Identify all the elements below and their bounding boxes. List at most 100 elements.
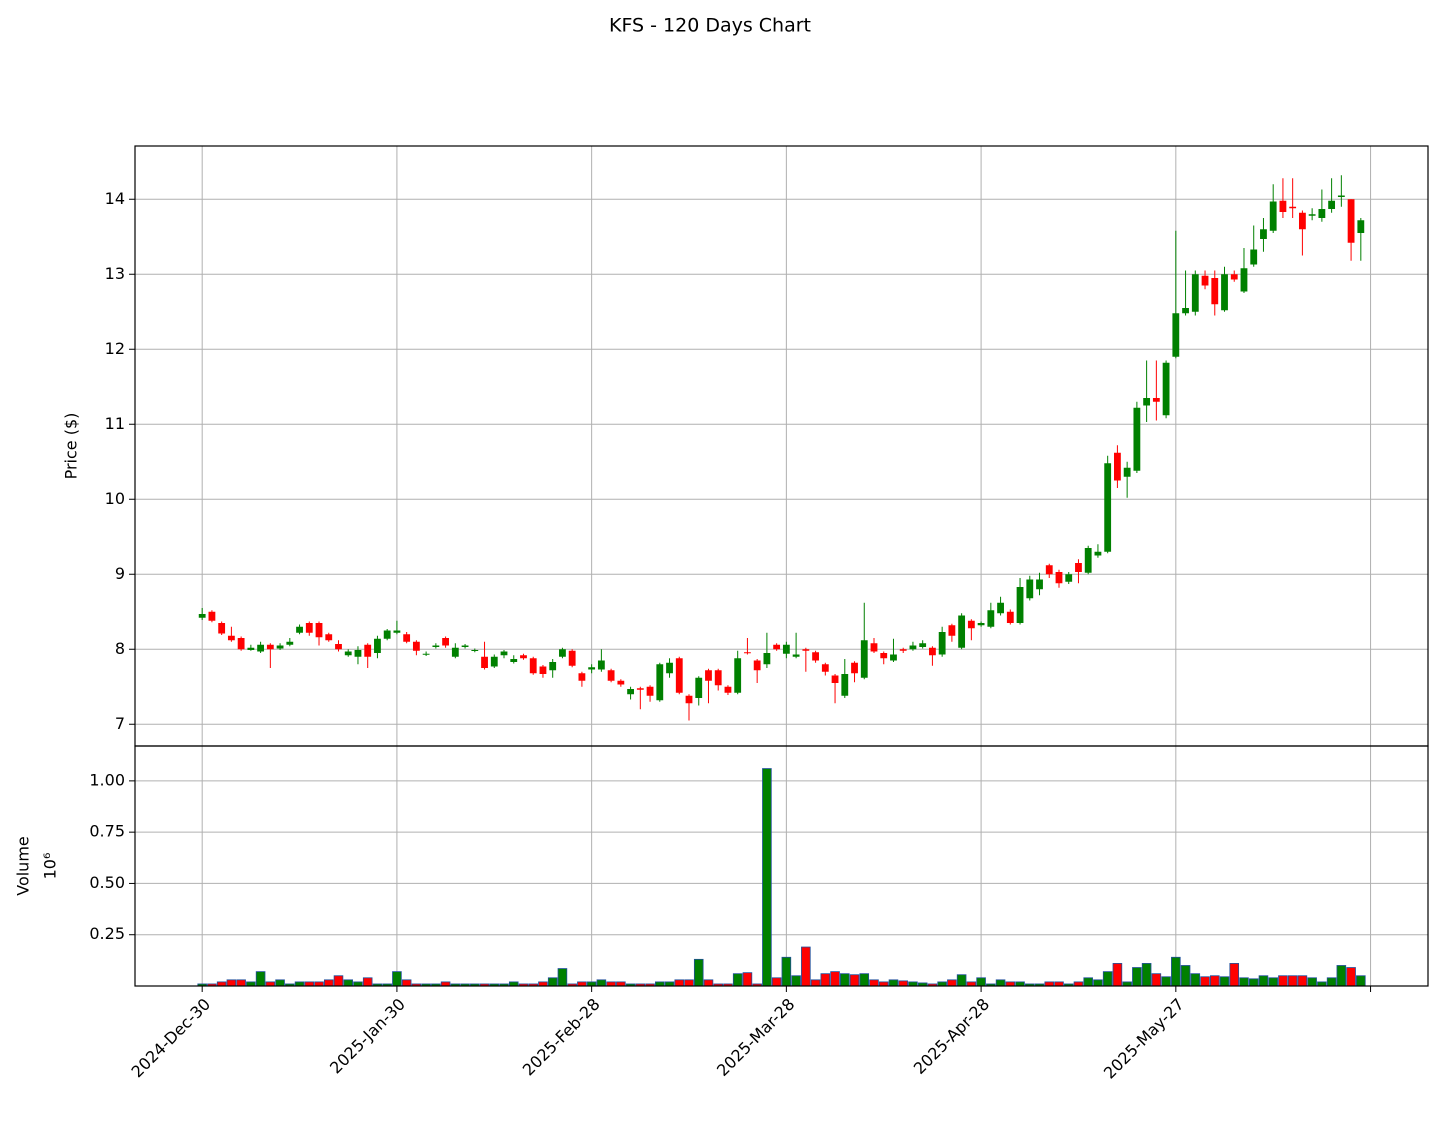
volume-bar	[353, 981, 363, 987]
candle-body	[890, 654, 897, 661]
candle-body	[899, 649, 907, 651]
candle-body	[1221, 274, 1228, 311]
volume-bar	[937, 981, 947, 987]
volume-bar	[440, 981, 451, 987]
volume-bar	[596, 979, 607, 987]
x-tick-label: 2025-Apr-28	[910, 995, 993, 1078]
candle-body	[938, 632, 946, 655]
volume-bar	[781, 956, 792, 987]
candle-body	[1055, 572, 1063, 584]
candle-body	[744, 652, 751, 654]
volume-bar	[820, 973, 831, 987]
candle-body	[1211, 278, 1219, 305]
candle-body	[237, 638, 245, 650]
candle-body	[1084, 548, 1092, 573]
candle-body	[724, 686, 732, 693]
candle-body	[578, 673, 586, 681]
volume-bar	[226, 979, 237, 987]
volume-tick-label: 0.25	[89, 924, 125, 943]
volume-bar	[1102, 971, 1113, 987]
volume-bar	[1297, 975, 1308, 987]
chart-title: KFS - 120 Days Chart	[609, 15, 811, 37]
candle-body	[782, 644, 790, 654]
volume-bar	[878, 981, 889, 987]
candle-body	[364, 644, 372, 657]
candle-body	[792, 654, 800, 657]
volume-bar	[898, 980, 908, 987]
candle-body	[490, 656, 498, 667]
volume-bar	[762, 768, 772, 987]
candle-body	[841, 674, 849, 696]
candle-body	[1133, 407, 1141, 471]
candle-body	[471, 650, 479, 651]
volume-bar	[1112, 963, 1123, 987]
candle-body	[695, 677, 703, 698]
candle-body	[510, 659, 518, 662]
volume-bar	[362, 977, 373, 987]
volume-bar	[1054, 981, 1064, 987]
candle-body	[1230, 274, 1238, 280]
candle-body	[734, 658, 742, 693]
volume-bar	[255, 971, 266, 987]
candle-body	[549, 662, 557, 671]
candle-body	[597, 660, 605, 670]
volume-bar	[1161, 976, 1171, 987]
candle-body	[335, 644, 342, 650]
volume-bar	[1229, 963, 1240, 987]
candle-body	[1260, 229, 1267, 239]
volume-bar	[1093, 979, 1103, 987]
x-tick-label: 2025-Feb-28	[519, 995, 604, 1080]
volume-bar	[1190, 973, 1201, 987]
candle-body	[461, 645, 469, 647]
price-frame	[134, 145, 1429, 747]
candle-body	[500, 651, 508, 656]
candle-body	[588, 667, 596, 670]
x-tick-label: 2024-Dec-30	[128, 995, 215, 1082]
candle-body	[1318, 209, 1326, 218]
candle-body	[1298, 212, 1306, 230]
candle-body	[1269, 201, 1277, 231]
volume-bar	[1278, 975, 1288, 987]
candle-body	[636, 688, 644, 690]
volume-bar	[771, 977, 782, 987]
candle-body	[831, 675, 839, 683]
candle-body	[1045, 565, 1053, 575]
volume-bar	[684, 979, 694, 987]
candle-body	[1240, 268, 1248, 292]
candle-body	[393, 630, 401, 633]
volume-bar	[869, 979, 879, 987]
candle-body	[1250, 249, 1258, 265]
candle-body	[315, 623, 323, 638]
volume-bar	[401, 979, 412, 987]
candle-body	[1328, 200, 1336, 209]
volume-bar	[557, 968, 568, 987]
candle-body	[451, 647, 459, 657]
volume-bar	[1171, 956, 1181, 987]
candle-body	[539, 666, 547, 674]
volume-bar	[1219, 976, 1230, 987]
volume-bar	[664, 981, 675, 987]
candle-body	[247, 647, 255, 650]
y-tick-label: 9	[115, 564, 125, 583]
y-tick-label: 7	[115, 714, 125, 733]
volume-bar	[1151, 973, 1162, 987]
volume-bar	[1317, 981, 1327, 987]
volume-tick-label: 0.75	[89, 822, 125, 841]
volume-tick-label: 1.00	[89, 770, 125, 789]
volume-bar	[294, 981, 305, 987]
volume-bar	[606, 981, 616, 987]
candle-body	[977, 623, 985, 626]
x-tick-label: 2025-Jan-30	[326, 995, 409, 1078]
volume-bar	[1307, 977, 1317, 987]
volume-bar	[1248, 978, 1259, 987]
volume-bar	[995, 979, 1006, 987]
candle-body	[1113, 452, 1121, 481]
volume-bar	[1258, 975, 1269, 987]
y-tick-label: 10	[105, 489, 125, 508]
candle-body	[529, 658, 537, 674]
candle-body	[1337, 195, 1345, 197]
volume-bar	[791, 975, 801, 987]
candle-body	[607, 670, 615, 681]
y-tick-label: 11	[105, 414, 125, 433]
volume-bar	[1326, 977, 1337, 987]
